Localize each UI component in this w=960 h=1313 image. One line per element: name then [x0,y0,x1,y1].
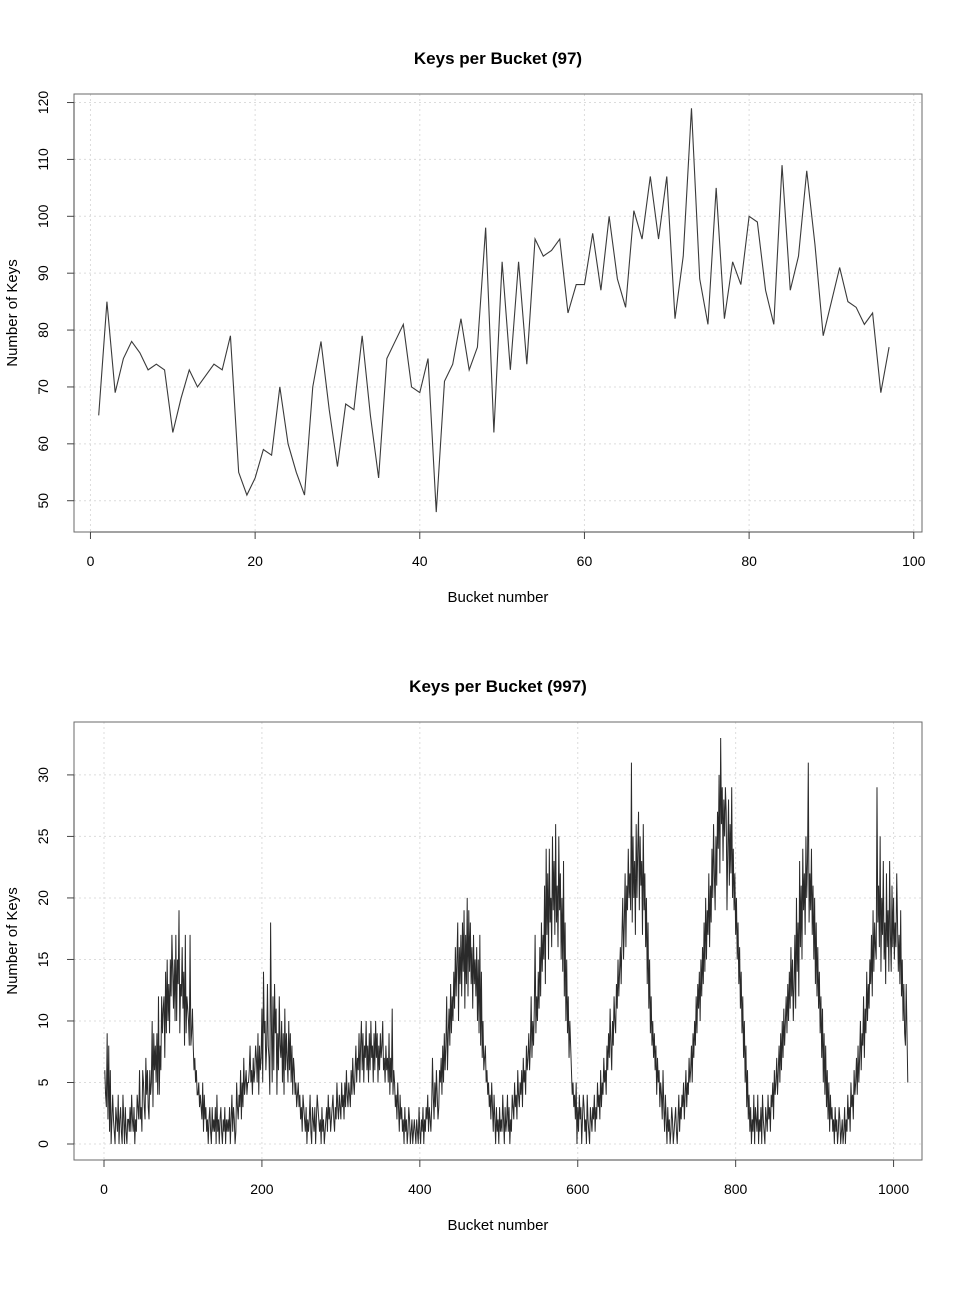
y-tick-label: 5 [35,1078,51,1086]
chart-2-title: Keys per Bucket (997) [409,677,587,696]
y-tick-label: 100 [35,204,51,228]
chart-panel-1: Keys per Bucket (97) 0 20 40 60 80 100 50 60 70… [4,49,926,606]
x-tick-label: 80 [741,553,757,569]
chart-1-x-axis: 0 20 40 60 80 100 [87,531,926,569]
x-tick-label: 100 [902,553,926,569]
x-tick-label: 0 [100,1181,108,1197]
y-tick-label: 80 [35,322,51,338]
y-tick-label: 30 [35,767,51,783]
x-tick-label: 600 [566,1181,590,1197]
chart-2-series-line [104,737,909,1145]
y-tick-label: 70 [35,379,51,395]
chart-1-x-label: Bucket number [448,589,549,606]
x-tick-label: 800 [724,1181,748,1197]
chart-1-gridlines [74,94,922,532]
y-tick-label: 25 [35,828,51,844]
y-tick-label: 120 [35,91,51,115]
chart-2-x-label: Bucket number [448,1217,549,1234]
chart-2-x-axis: 0 200 400 600 800 1000 [100,1159,909,1197]
chart-1-y-axis: 50 60 70 80 90 100 110 120 [35,91,75,509]
chart-2-y-label: Number of Keys [4,887,21,995]
chart-1-title: Keys per Bucket (97) [414,49,582,68]
y-tick-label: 60 [35,436,51,452]
y-tick-label: 15 [35,951,51,967]
x-tick-label: 200 [250,1181,274,1197]
y-tick-label: 50 [35,493,51,509]
x-tick-label: 40 [412,553,428,569]
chart-panel-2: Keys per Bucket (997) 0 200 400 600 800 1000 … [4,677,923,1234]
chart-1-y-label: Number of Keys [4,259,21,367]
y-tick-label: 90 [35,265,51,281]
x-tick-label: 20 [247,553,263,569]
chart-1-series-line [98,108,890,513]
x-tick-label: 0 [87,553,95,569]
chart-2-y-axis: 0 5 10 15 20 25 30 [35,767,75,1148]
chart-2-gridlines [74,722,922,1160]
y-tick-label: 0 [35,1140,51,1148]
y-tick-label: 10 [35,1013,51,1029]
x-tick-label: 60 [577,553,593,569]
y-tick-label: 110 [35,148,51,171]
y-tick-label: 20 [35,890,51,906]
x-tick-label: 1000 [878,1181,909,1197]
x-tick-label: 400 [408,1181,432,1197]
